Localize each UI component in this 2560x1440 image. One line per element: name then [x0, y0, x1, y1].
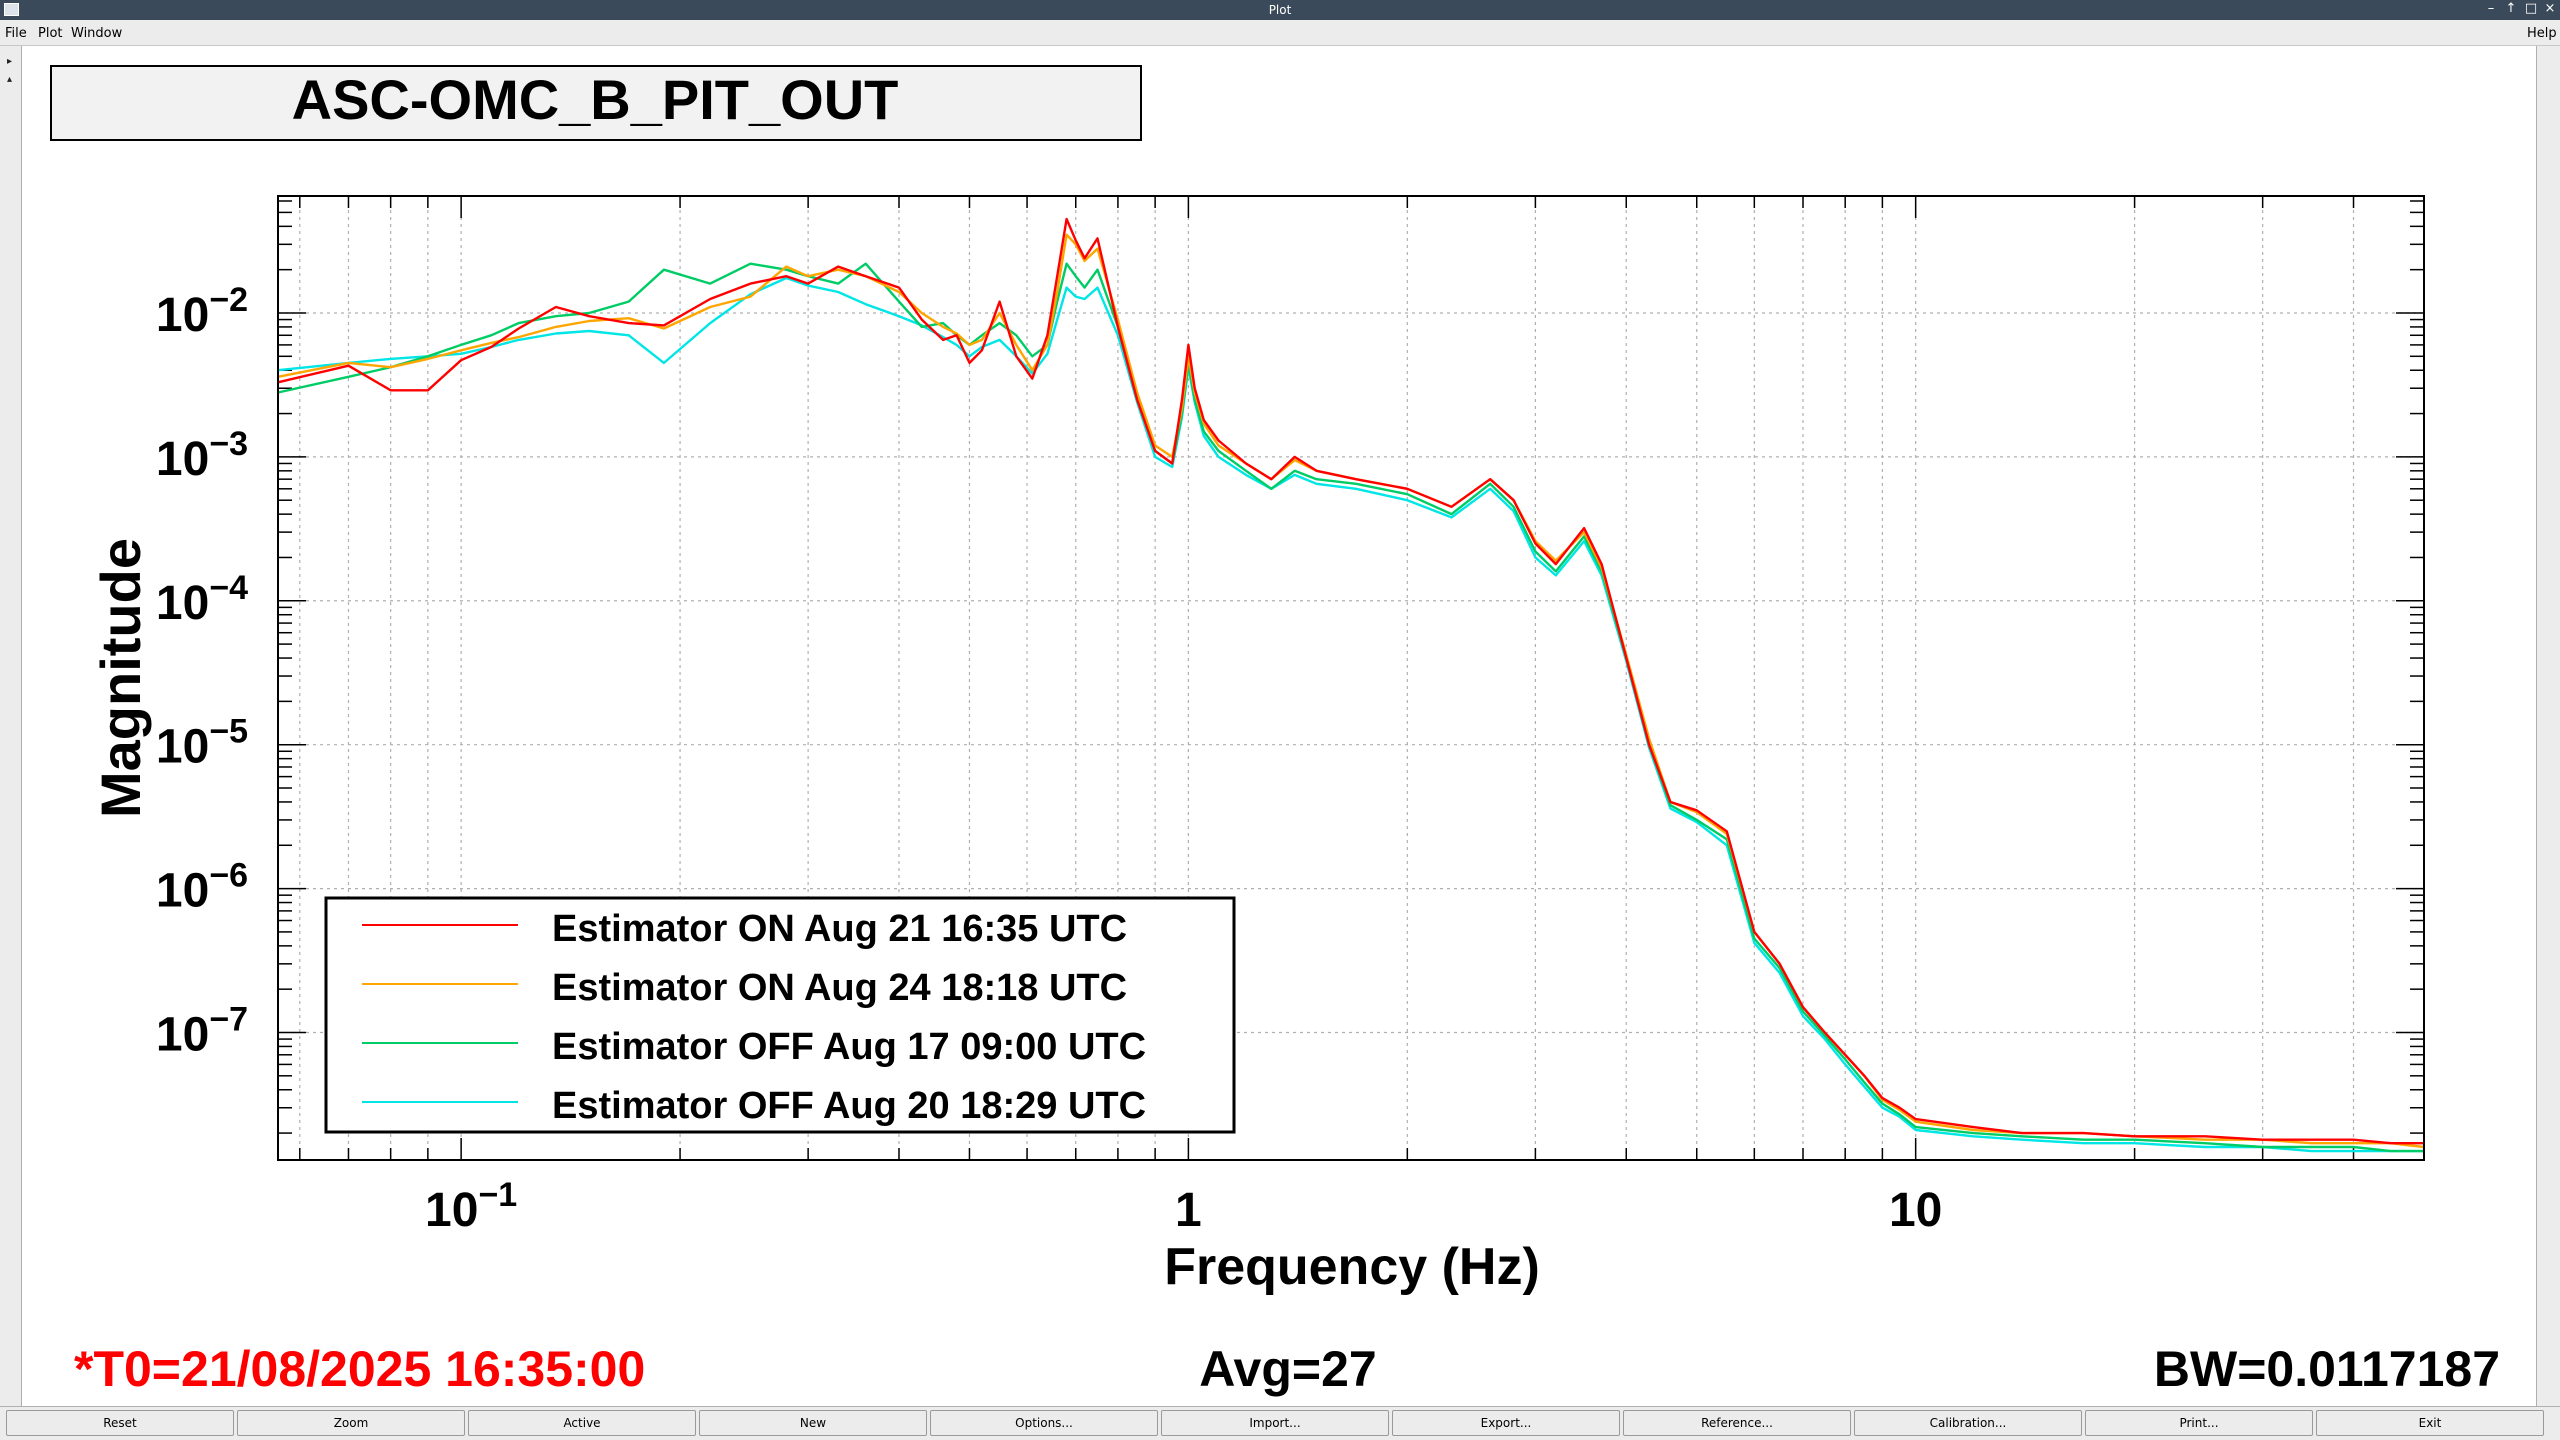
- app-icon: [4, 3, 19, 16]
- legend-entry-1: Estimator ON Aug 21 16:35 UTC: [552, 908, 1127, 950]
- x-tick-label: 10−1: [425, 1176, 517, 1237]
- y-tick-label: 10−2: [156, 281, 248, 342]
- maximize-icon[interactable]: □: [2524, 1, 2538, 16]
- x-tick-labels: 10−1 1 10: [425, 1176, 1942, 1237]
- menu-file[interactable]: File: [5, 26, 27, 41]
- export-button[interactable]: Export...: [1392, 1410, 1620, 1436]
- window-title: Plot: [1268, 3, 1292, 17]
- series-line-3: [277, 262, 2424, 1153]
- collapse-up-icon[interactable]: ▴: [7, 74, 13, 85]
- y-tick-labels: 10−2 10−3 10−4 10−5 10−6 10−7: [156, 281, 248, 1062]
- x-tick-label: 1: [1175, 1184, 1202, 1237]
- legend-entry-3: Estimator OFF Aug 17 09:00 UTC: [552, 1026, 1146, 1068]
- legend-box: [324, 896, 1236, 1134]
- x-axis-label: Frequency (Hz): [1164, 1238, 1540, 1296]
- y-tick-label: 10−4: [156, 569, 248, 630]
- y-axis-label: Magnitude: [89, 538, 152, 818]
- plot-title: ASC-OMC_B_PIT_OUT: [292, 68, 899, 131]
- plot-pad[interactable]: ASC-OMC_B_PIT_OUT 10−2 10−3 10−4 10−5 10−6 10…: [22, 46, 2536, 1406]
- plot-frame: [277, 195, 2425, 1161]
- menubar: File Plot Window Help: [0, 20, 2560, 46]
- zoom-button[interactable]: Zoom: [237, 1410, 465, 1436]
- series-line-1: [277, 217, 2424, 1145]
- menu-help[interactable]: Help: [2527, 26, 2557, 41]
- button-bar: Reset Zoom Active New Options... Import.…: [0, 1406, 2560, 1440]
- menu-plot[interactable]: Plot: [38, 26, 63, 41]
- reset-button[interactable]: Reset: [6, 1410, 234, 1436]
- y-tick-label: 10−7: [156, 1000, 248, 1061]
- plot-grid: [278, 196, 2424, 1160]
- y-tick-label: 10−3: [156, 425, 248, 486]
- window-titlebar: Plot – ↑ □ ×: [0, 0, 2560, 20]
- data-traces: [277, 217, 2425, 1153]
- t0-label: *T0=21/08/2025 16:35:00: [74, 1341, 645, 1397]
- import-button[interactable]: Import...: [1161, 1410, 1389, 1436]
- legend-entry-2: Estimator ON Aug 24 18:18 UTC: [552, 967, 1127, 1009]
- restore-icon[interactable]: ↑: [2505, 1, 2517, 16]
- print-button[interactable]: Print...: [2085, 1410, 2313, 1436]
- left-panel-strip: ▸ ▴: [0, 46, 22, 1406]
- expand-right-icon[interactable]: ▸: [7, 56, 13, 67]
- reference-button[interactable]: Reference...: [1623, 1410, 1851, 1436]
- plot-title-box: [50, 65, 1142, 141]
- menu-window[interactable]: Window: [71, 26, 123, 41]
- x-tick-label: 10: [1889, 1184, 1942, 1237]
- axis-ticks: [278, 196, 2424, 1160]
- exit-button[interactable]: Exit: [2316, 1410, 2544, 1436]
- legend-entry-4: Estimator OFF Aug 20 18:29 UTC: [552, 1085, 1146, 1127]
- close-icon[interactable]: ×: [2544, 1, 2556, 16]
- minimize-icon[interactable]: –: [2487, 1, 2495, 16]
- right-panel-strip: [2536, 46, 2560, 1406]
- bw-label: BW=0.0117187: [2154, 1341, 2500, 1397]
- y-tick-label: 10−6: [156, 857, 248, 918]
- options-button[interactable]: Options...: [930, 1410, 1158, 1436]
- calibration-button[interactable]: Calibration...: [1854, 1410, 2082, 1436]
- avg-label: Avg=27: [1199, 1341, 1376, 1397]
- magnitude-chart[interactable]: ASC-OMC_B_PIT_OUT 10−210−310−410−510−610…: [22, 46, 2536, 1406]
- new-button[interactable]: New: [699, 1410, 927, 1436]
- legend[interactable]: Estimator ON Aug 21 16:35 UTC Estimator O…: [324, 896, 1236, 1134]
- active-button[interactable]: Active: [468, 1410, 696, 1436]
- y-tick-label: 10−5: [156, 713, 248, 774]
